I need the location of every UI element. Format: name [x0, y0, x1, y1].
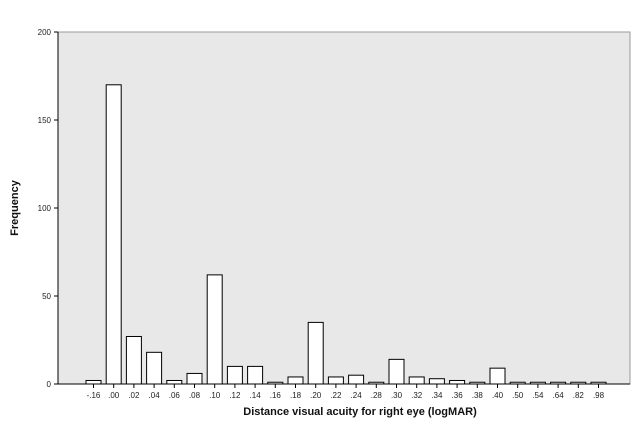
bar [166, 379, 183, 385]
bar [206, 274, 223, 385]
bar [509, 381, 526, 385]
bar [267, 381, 284, 385]
x-tick-label: .22 [330, 391, 342, 400]
x-tick-label: -.16 [87, 391, 101, 400]
bar [469, 381, 486, 385]
bar [226, 365, 243, 385]
y-tick-label: 50 [42, 292, 51, 301]
bar [287, 376, 304, 385]
x-tick-label: .30 [391, 391, 403, 400]
x-tick-label: .06 [169, 391, 181, 400]
bar [307, 321, 324, 385]
bar [408, 376, 425, 385]
y-tick-label: 200 [38, 28, 52, 37]
x-tick-label: .38 [472, 391, 484, 400]
x-tick-label: .16 [270, 391, 282, 400]
y-axis-title: Frequency [9, 179, 21, 236]
x-tick-label: .04 [149, 391, 161, 400]
x-tick-label: .10 [209, 391, 221, 400]
y-tick-label: 0 [47, 380, 52, 389]
bar [529, 381, 546, 385]
bar [550, 381, 567, 385]
y-tick-label: 100 [38, 204, 52, 213]
x-tick-label: .50 [512, 391, 524, 400]
bars [85, 84, 607, 385]
x-tick-label: .20 [310, 391, 322, 400]
bar [489, 367, 506, 385]
x-tick-label: .32 [411, 391, 423, 400]
x-tick-label: .98 [593, 391, 605, 400]
x-tick-label: .18 [290, 391, 302, 400]
x-tick-label: .02 [128, 391, 140, 400]
x-tick-label: .28 [371, 391, 383, 400]
plot-area [57, 31, 631, 385]
y-axis: 0 50 100 150 200 [38, 28, 59, 389]
bar [85, 379, 102, 385]
bar [570, 381, 587, 385]
x-axis: -.16 .00 .02 .04 .06 .08 .10 .12 .14 .16 .18 .20 .22… [58, 383, 630, 400]
x-tick-label: .54 [532, 391, 544, 400]
x-tick-label: .08 [189, 391, 201, 400]
x-tick-label: .12 [229, 391, 241, 400]
x-axis-title: Distance visual acuity for right eye (lo… [243, 406, 477, 418]
x-tick-label: .82 [573, 391, 585, 400]
bar [327, 376, 344, 385]
y-tick-label: 150 [38, 116, 52, 125]
bar [247, 365, 264, 385]
bar [449, 379, 466, 385]
x-tick-label: .40 [492, 391, 504, 400]
bar [348, 374, 365, 385]
bar [125, 335, 142, 385]
x-tick-label: .36 [452, 391, 464, 400]
bar [105, 84, 122, 385]
bar [186, 372, 203, 385]
x-tick-label: .00 [108, 391, 120, 400]
bar [146, 351, 163, 385]
x-tick-label: .24 [351, 391, 363, 400]
bar [368, 381, 385, 385]
x-tick-label: .14 [250, 391, 262, 400]
x-tick-label: .34 [431, 391, 443, 400]
bar [590, 381, 607, 385]
bar [428, 378, 445, 385]
x-tick-label: .64 [553, 391, 565, 400]
bar [388, 358, 405, 385]
